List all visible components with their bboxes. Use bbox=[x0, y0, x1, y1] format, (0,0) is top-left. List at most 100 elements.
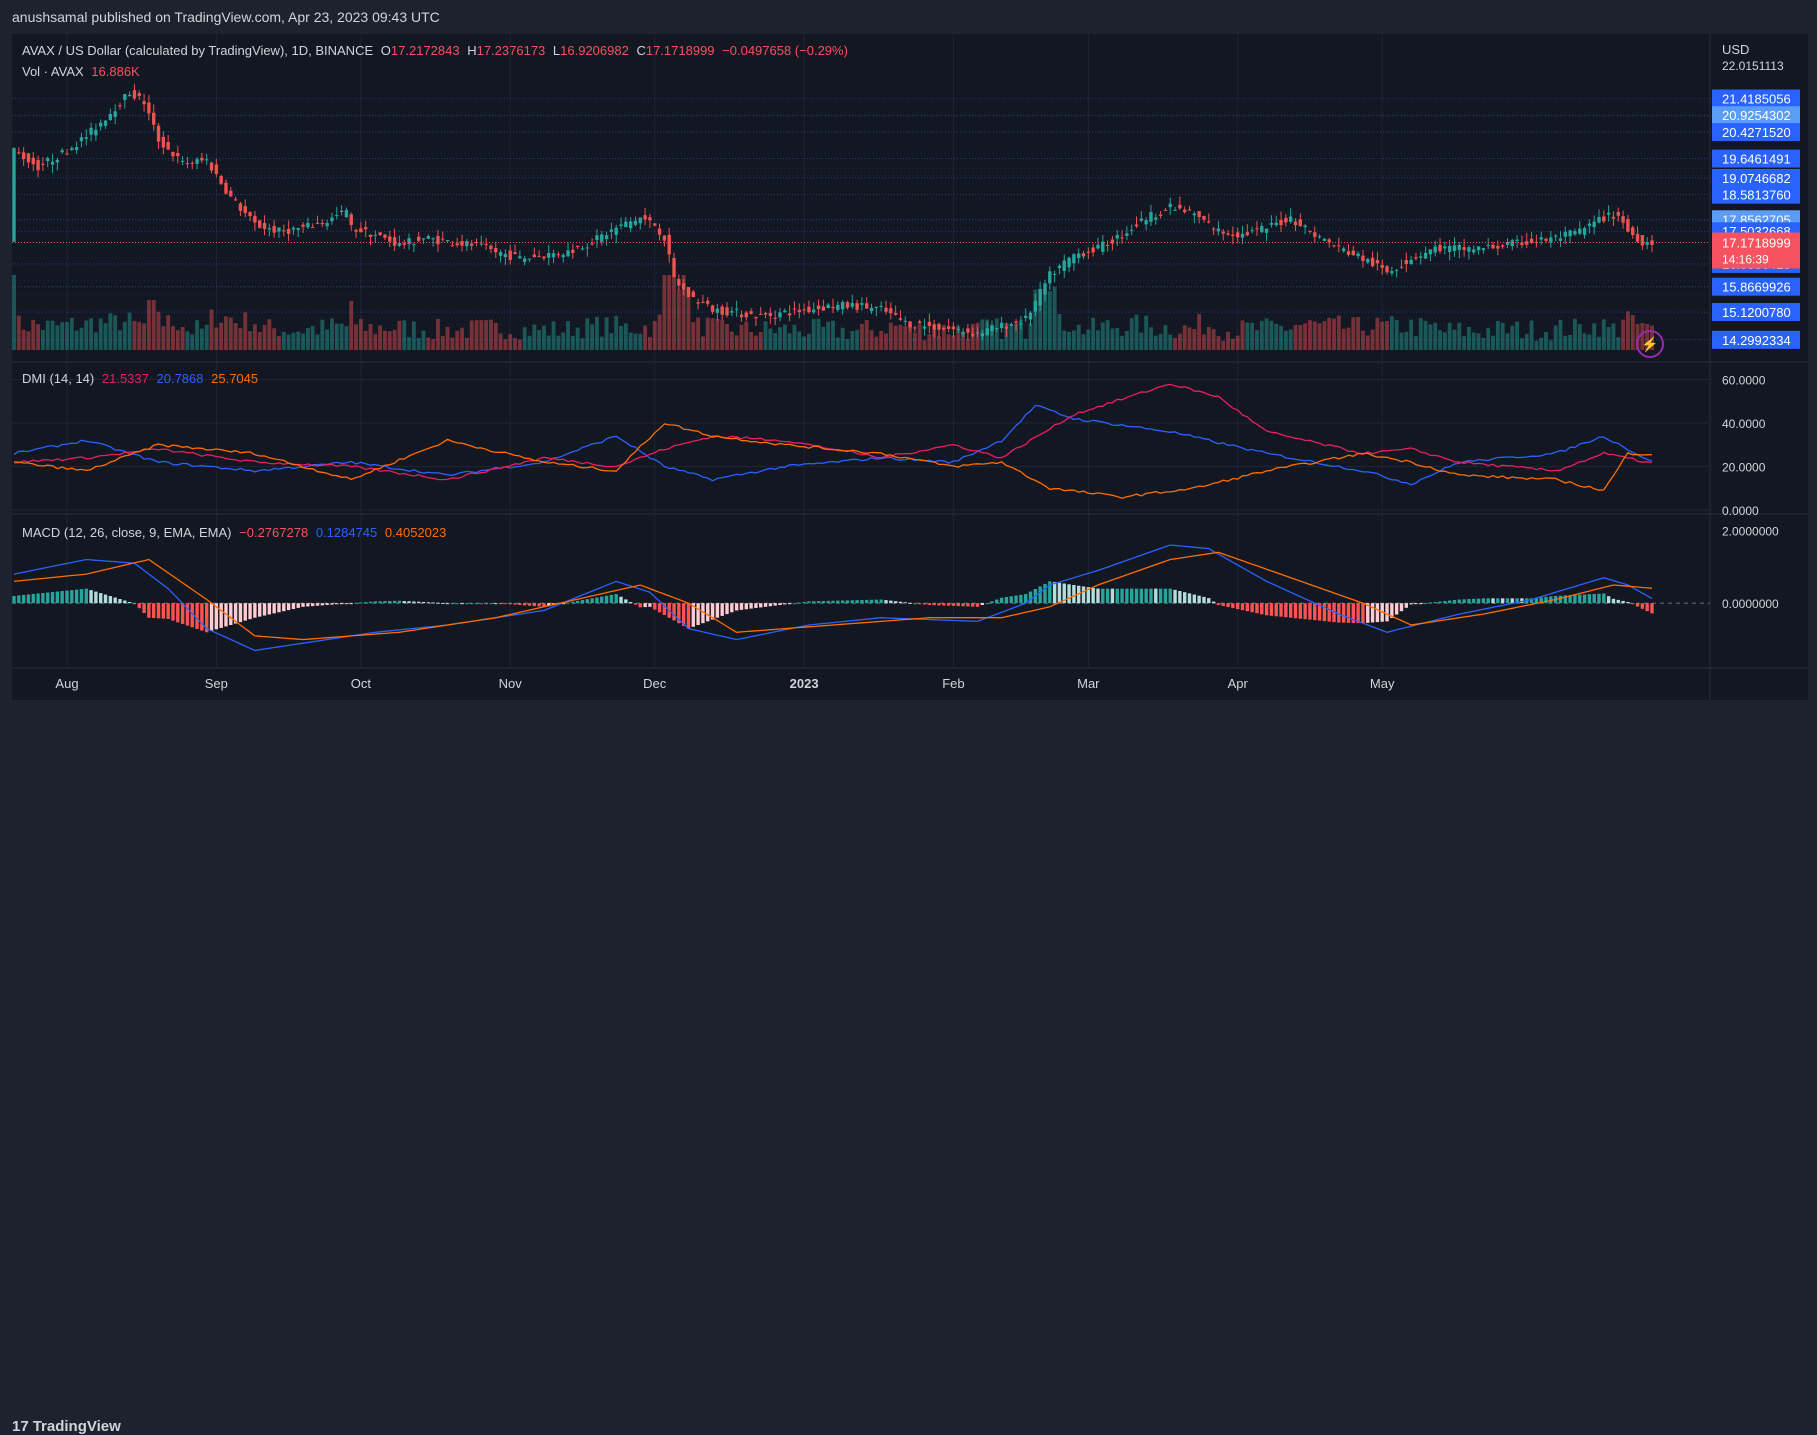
chart-area[interactable] bbox=[12, 34, 1808, 700]
volume-bar bbox=[45, 320, 50, 350]
candle-body bbox=[1385, 266, 1389, 273]
volume-bar bbox=[1187, 327, 1192, 350]
volume-bar bbox=[89, 318, 94, 350]
macd-histogram-bar bbox=[773, 603, 777, 606]
volume-bar bbox=[373, 334, 378, 350]
volume-bar bbox=[1625, 311, 1630, 350]
macd-histogram-bar bbox=[147, 603, 151, 618]
volume-bar bbox=[1076, 324, 1081, 350]
candle-body bbox=[831, 306, 835, 309]
volume-bar bbox=[161, 326, 166, 350]
lightning-icon[interactable]: ⚡ bbox=[1636, 330, 1664, 358]
volume-bar bbox=[1601, 319, 1606, 350]
price-label-bg bbox=[1712, 330, 1800, 349]
tradingview-logo[interactable]: 17 TradingView bbox=[12, 1418, 121, 1435]
volume-bar bbox=[580, 338, 585, 350]
candle-body bbox=[455, 243, 459, 246]
candle-body bbox=[412, 244, 416, 246]
volume-bar bbox=[1404, 331, 1409, 350]
macd-histogram-bar bbox=[171, 603, 175, 621]
volume-bar bbox=[1043, 289, 1047, 350]
volume-bar bbox=[224, 316, 228, 350]
macd-histogram-bar bbox=[359, 602, 363, 604]
candle-body bbox=[132, 90, 137, 99]
volume-bar bbox=[339, 323, 344, 350]
macd-histogram-bar bbox=[1264, 603, 1269, 616]
candle-body bbox=[1264, 228, 1269, 233]
candle-body bbox=[547, 253, 551, 258]
volume-bar bbox=[546, 335, 551, 350]
tv-logo-icon: 17 bbox=[12, 1418, 29, 1435]
macd-histogram-bar bbox=[41, 593, 45, 604]
candle-body bbox=[653, 223, 657, 226]
volume-bar bbox=[575, 327, 580, 350]
macd-histogram-bar bbox=[1645, 603, 1649, 612]
macd-histogram-bar bbox=[542, 603, 546, 607]
macd-histogram-bar bbox=[821, 601, 826, 604]
volume-bar bbox=[778, 327, 782, 350]
candle-body bbox=[1139, 218, 1144, 221]
candle-body bbox=[1081, 253, 1086, 257]
macd-histogram-bar bbox=[1284, 603, 1288, 618]
volume-bar bbox=[267, 319, 272, 350]
volume-bar bbox=[1052, 286, 1057, 350]
macd-histogram-bar bbox=[869, 599, 874, 604]
candle-body bbox=[103, 120, 108, 126]
volume-bar bbox=[1476, 333, 1481, 350]
candle-body bbox=[1438, 244, 1442, 252]
volume-bar bbox=[431, 339, 436, 350]
candle-body bbox=[1553, 235, 1558, 237]
volume-bar bbox=[1558, 319, 1563, 350]
macd-axis-label: 0.0000000 bbox=[1722, 597, 1779, 611]
macd-value: 0.1284745 bbox=[315, 525, 378, 540]
volume-bar bbox=[619, 325, 623, 350]
candle-body bbox=[339, 210, 344, 213]
volume-bar bbox=[185, 331, 190, 350]
volume-bar bbox=[1303, 323, 1308, 350]
macd-histogram-bar bbox=[1134, 588, 1139, 604]
volume-bar bbox=[108, 313, 113, 350]
close-value: 17.1718999 bbox=[645, 43, 715, 58]
candle-body bbox=[426, 236, 431, 239]
candle-body bbox=[797, 309, 801, 313]
candle-body bbox=[812, 309, 816, 313]
candle-body bbox=[1130, 229, 1134, 231]
macd-histogram-bar bbox=[31, 593, 35, 604]
volume-bar bbox=[623, 323, 628, 350]
dmi-axis-label: 60.0000 bbox=[1722, 374, 1766, 388]
macd-histogram-bar bbox=[1443, 601, 1447, 604]
volume-bar bbox=[859, 323, 864, 350]
candle-body bbox=[1125, 233, 1129, 236]
volume-bar bbox=[787, 333, 792, 350]
macd-histogram-bar bbox=[127, 601, 132, 604]
volume-bar bbox=[330, 318, 334, 350]
macd-histogram-bar bbox=[205, 603, 209, 633]
macd-histogram-bar bbox=[942, 603, 946, 606]
candle-body bbox=[1616, 212, 1620, 216]
volume-bar bbox=[705, 317, 710, 350]
volume-bar bbox=[368, 324, 373, 350]
macd-histogram-bar bbox=[1125, 588, 1129, 604]
macd-histogram-bar bbox=[50, 592, 55, 604]
volume-bar bbox=[961, 331, 966, 350]
macd-histogram-bar bbox=[1192, 594, 1197, 604]
volume-bar bbox=[1250, 322, 1255, 350]
volume-bar bbox=[1274, 323, 1279, 350]
macd-histogram-bar bbox=[730, 603, 734, 613]
macd-histogram-bar bbox=[778, 603, 782, 605]
candle-body bbox=[12, 147, 16, 242]
volume-bar bbox=[1038, 289, 1043, 350]
volume-bar bbox=[1452, 329, 1457, 350]
macd-histogram-bar bbox=[1491, 598, 1495, 604]
candle-body bbox=[383, 234, 387, 238]
macd-histogram-bar bbox=[653, 603, 657, 610]
volume-bar bbox=[1539, 337, 1544, 350]
macd-histogram-bar bbox=[1611, 598, 1616, 604]
chart-svg[interactable]: 22.0151113 21.4185056 20.9254302 20.4271520… bbox=[0, 0, 1817, 743]
candle-body bbox=[17, 152, 21, 154]
candle-body bbox=[826, 304, 830, 309]
macd-histogram-bar bbox=[1650, 603, 1654, 614]
candle-body bbox=[1120, 237, 1124, 239]
macd-histogram-bar bbox=[686, 603, 691, 629]
candle-body bbox=[619, 224, 623, 226]
